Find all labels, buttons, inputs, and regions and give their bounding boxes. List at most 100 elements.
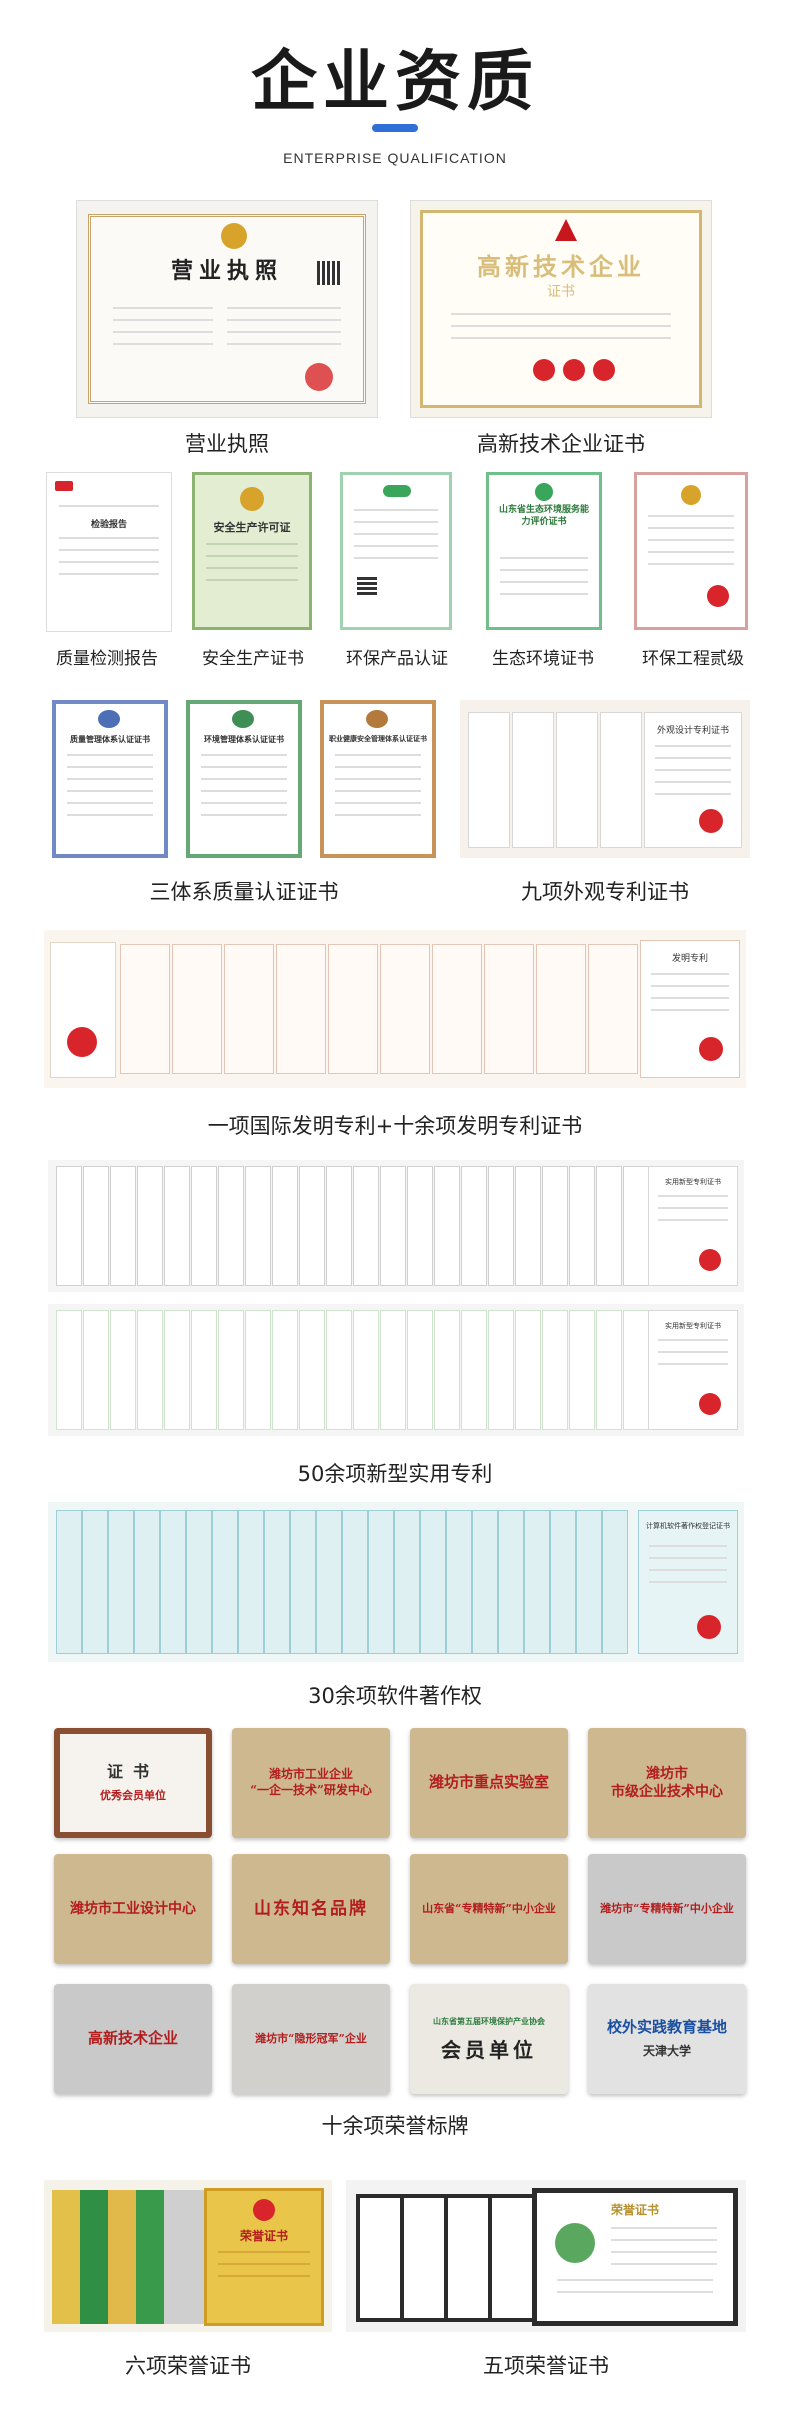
patent-sheet bbox=[212, 1510, 238, 1654]
ohs-heading: 职业健康安全管理体系认证证书 bbox=[329, 735, 427, 743]
patent-sheet bbox=[468, 712, 510, 848]
patent-sheet bbox=[461, 1166, 487, 1286]
patent-sheet bbox=[316, 1510, 342, 1654]
patent-sheet bbox=[134, 1510, 160, 1654]
patent-sheet bbox=[191, 1310, 217, 1430]
patent-sheet bbox=[56, 1310, 82, 1430]
design-patent-heading: 外观设计专利证书 bbox=[656, 726, 729, 736]
patent-sheet bbox=[596, 1310, 622, 1430]
patent-sheet bbox=[569, 1166, 595, 1286]
patent-sheet bbox=[432, 944, 482, 1074]
patent-sheet bbox=[407, 1166, 433, 1286]
red-seal-icon bbox=[699, 1249, 721, 1271]
patent-sheet bbox=[83, 1310, 109, 1430]
caption-utility: 50余项新型实用专利 bbox=[297, 1462, 493, 1486]
plaque-education-base: 校外实践教育基地 天津大学 bbox=[588, 1984, 746, 2094]
patent-sheet-front: 外观设计专利证书 bbox=[644, 712, 742, 848]
patent-sheet bbox=[353, 1166, 379, 1286]
hightech-heading: 高新技术企业 bbox=[477, 252, 645, 281]
patent-sheet bbox=[238, 1510, 264, 1654]
national-emblem-icon bbox=[681, 485, 701, 505]
honor-heading: 荣誉证书 bbox=[610, 2203, 659, 2217]
patent-sheet bbox=[172, 944, 222, 1074]
patent-sheet bbox=[602, 1510, 628, 1654]
report-logo-icon bbox=[55, 481, 73, 491]
hightech-sub: 证书 bbox=[547, 284, 575, 300]
software-sheet-front: 计算机软件著作权登记证书 bbox=[638, 1510, 738, 1654]
patent-sheet bbox=[83, 1166, 109, 1286]
red-seal-icon bbox=[707, 585, 729, 607]
qr-code-icon bbox=[317, 261, 341, 285]
qr-code-icon bbox=[357, 575, 377, 595]
page-subtitle: ENTERPRISE QUALIFICATION bbox=[283, 150, 507, 166]
national-emblem-icon bbox=[221, 223, 247, 249]
patent-sheet bbox=[380, 944, 430, 1074]
design-patent-group: 外观设计专利证书 bbox=[460, 700, 750, 858]
plaque-hidden-champion: 潍坊市“隐形冠军”企业 bbox=[232, 1984, 390, 2094]
caption-nine-design: 九项外观专利证书 bbox=[521, 880, 689, 904]
patent-sheet bbox=[56, 1166, 82, 1286]
hightech-logo-icon bbox=[555, 219, 577, 241]
ohs-cert-image: 职业健康安全管理体系认证证书 bbox=[320, 700, 436, 858]
patent-sheet bbox=[380, 1310, 406, 1430]
eco-env-image: 山东省生态环境服务能力评价证书 bbox=[486, 472, 602, 630]
patent-sheet bbox=[368, 1510, 394, 1654]
patent-sheet bbox=[224, 944, 274, 1074]
patent-sheet bbox=[515, 1166, 541, 1286]
plaque-design-center: 潍坊市工业设计中心 bbox=[54, 1854, 212, 1964]
honor-cert-front: 荣誉证书 bbox=[532, 2188, 738, 2326]
patent-sheet bbox=[420, 1510, 446, 1654]
honor-cert-front: 荣誉证书 bbox=[204, 2188, 324, 2326]
title-underline bbox=[372, 124, 418, 132]
patent-sheet bbox=[110, 1166, 136, 1286]
patent-sheet bbox=[328, 944, 378, 1074]
patent-sheet bbox=[245, 1166, 271, 1286]
patent-sheet bbox=[556, 712, 598, 848]
ems-cert-image: 环境管理体系认证证书 bbox=[186, 700, 302, 858]
ems-heading: 环境管理体系认证证书 bbox=[204, 735, 284, 744]
patent-sheet bbox=[542, 1310, 568, 1430]
plaque-provincial-sme: 山东省“专精特新”中小企业 bbox=[410, 1854, 568, 1964]
caption-eco-grade: 环保工程贰级 bbox=[642, 649, 744, 669]
patent-sheet bbox=[524, 1510, 550, 1654]
patent-sheet bbox=[137, 1166, 163, 1286]
patent-sheet bbox=[407, 1310, 433, 1430]
association-logo-icon bbox=[555, 2223, 595, 2263]
invention-heading: 发明专利 bbox=[671, 954, 708, 964]
patent-sheet bbox=[264, 1510, 290, 1654]
caption-six-honors: 六项荣誉证书 bbox=[125, 2354, 251, 2378]
patent-sheet bbox=[588, 944, 638, 1074]
invention-sheet-front: 发明专利 bbox=[640, 940, 740, 1078]
honor-heading: 荣誉证书 bbox=[239, 2229, 288, 2243]
patent-sheet bbox=[108, 1510, 134, 1654]
patent-sheet bbox=[56, 1510, 82, 1654]
plaque-excellent-member: 证书 优秀会员单位 bbox=[54, 1728, 212, 1838]
plaque-member-unit: 山东省第五届环境保护产业协会 会员单位 bbox=[410, 1984, 568, 2094]
caption-safety-cert: 安全生产证书 bbox=[202, 649, 304, 669]
patent-sheet bbox=[576, 1510, 602, 1654]
cert-logo-icon bbox=[232, 710, 254, 728]
eco-logo-icon bbox=[383, 485, 411, 497]
patent-sheet bbox=[299, 1310, 325, 1430]
patent-sheet bbox=[137, 1310, 163, 1430]
patent-sheet bbox=[488, 1310, 514, 1430]
red-seal-icon bbox=[593, 359, 615, 381]
international-patent-sheet bbox=[50, 942, 116, 1078]
patent-sheet bbox=[434, 1310, 460, 1430]
caption-eco-product: 环保产品认证 bbox=[346, 649, 448, 669]
software-copyright-group: 计算机软件著作权登记证书 bbox=[48, 1502, 744, 1662]
patent-sheet bbox=[488, 1166, 514, 1286]
eco-logo-icon bbox=[535, 483, 553, 501]
eco-grade-image bbox=[634, 472, 748, 630]
business-license-image: 营业执照 bbox=[76, 200, 378, 418]
caption-eco-env: 生态环境证书 bbox=[492, 649, 594, 669]
red-seal-icon bbox=[533, 359, 555, 381]
safety-heading: 安全生产许可证 bbox=[213, 521, 291, 534]
caption-hightech-cert: 高新技术企业证书 bbox=[477, 432, 645, 456]
patent-sheet bbox=[596, 1166, 622, 1286]
patent-sheet bbox=[353, 1310, 379, 1430]
plaque-famous-brand: 山东知名品牌 bbox=[232, 1854, 390, 1964]
plaque-tech-center: 潍坊市 市级企业技术中心 bbox=[588, 1728, 746, 1838]
patent-sheet bbox=[600, 712, 642, 848]
patent-sheet bbox=[446, 1510, 472, 1654]
